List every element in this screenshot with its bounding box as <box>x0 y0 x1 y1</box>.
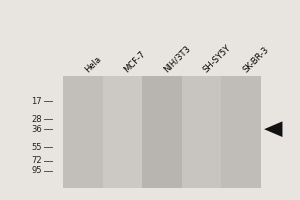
Text: 55: 55 <box>31 143 42 152</box>
Bar <box>63 76 103 188</box>
Text: NIH/3T3: NIH/3T3 <box>162 44 192 75</box>
Text: SH-SY5Y: SH-SY5Y <box>202 43 233 75</box>
Text: 17: 17 <box>31 97 42 106</box>
Text: Hela: Hela <box>83 55 103 75</box>
Polygon shape <box>264 121 283 137</box>
Text: 28: 28 <box>31 115 42 124</box>
Text: 36: 36 <box>31 125 42 134</box>
Bar <box>103 76 142 188</box>
Bar <box>221 76 261 188</box>
Bar <box>182 76 221 188</box>
Text: MCF-7: MCF-7 <box>122 50 147 75</box>
Text: SK-BR-3: SK-BR-3 <box>241 45 271 75</box>
Text: 95: 95 <box>31 166 42 175</box>
Bar <box>142 76 182 188</box>
Text: 72: 72 <box>31 156 42 165</box>
